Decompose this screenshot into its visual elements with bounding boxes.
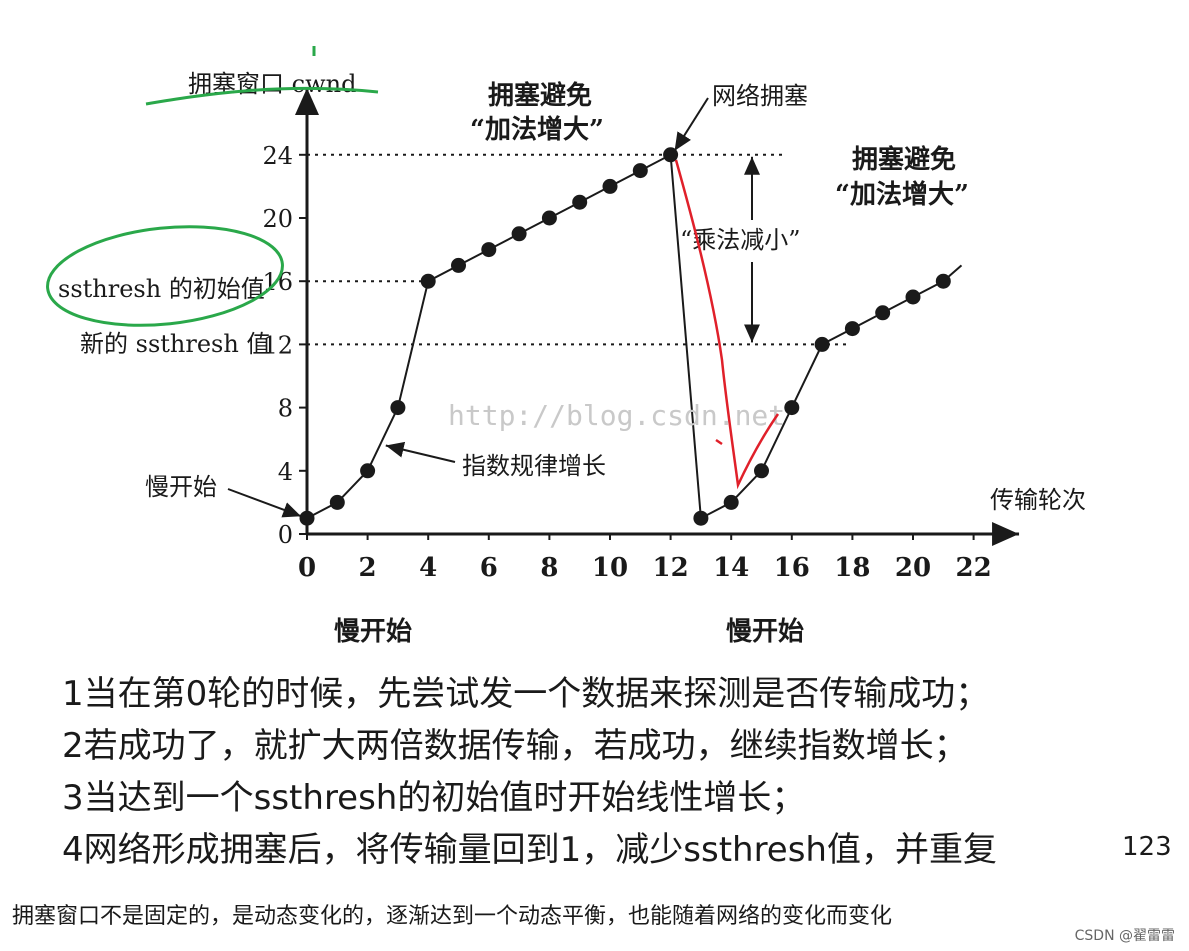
page-number: 123 — [1122, 832, 1172, 862]
x-tick-label: 6 — [480, 553, 498, 583]
avoid-2-subtitle: “加法增大” — [835, 179, 969, 210]
red-check-tail — [715, 438, 723, 446]
watermark: http://blog.csdn.net — [448, 399, 785, 432]
data-point — [784, 400, 800, 416]
new-ssthresh-label: 新的 ssthresh 值 — [80, 330, 270, 358]
data-point — [390, 400, 406, 416]
data-point — [935, 273, 951, 289]
data-point — [481, 242, 497, 258]
series-line — [306, 153, 944, 520]
data-point — [602, 178, 618, 194]
data-point — [693, 510, 709, 526]
x-tick-label: 4 — [419, 553, 437, 583]
congestion-arrow — [673, 97, 709, 152]
explanation-notes: 1当在第0轮的时候，先尝试发一个数据来探测是否传输成功； 2若成功了，就扩大两倍… — [62, 668, 1182, 876]
data-point — [754, 463, 769, 479]
x-tick-label: 22 — [956, 553, 992, 583]
data-point — [329, 494, 345, 510]
data-point — [451, 257, 466, 273]
x-tick-label: 8 — [540, 553, 558, 583]
csdn-credit: CSDN @翟雷雷 — [1074, 928, 1175, 944]
data-point — [814, 336, 830, 352]
slow-start-label: 慢开始 — [145, 473, 217, 501]
data-point — [875, 305, 891, 321]
avoid-1-title: 拥塞避免 — [488, 80, 592, 111]
congestion-label: 网络拥塞 — [712, 82, 808, 110]
data-point — [360, 463, 376, 479]
note-line-1: 1当在第0轮的时候，先尝试发一个数据来探测是否传输成功； — [62, 674, 990, 714]
exponential-arrow — [385, 441, 456, 463]
note-line-4: 4网络形成拥塞后，将传输量回到1，减少ssthresh值，并重复 — [62, 830, 997, 870]
x-tick-label: 18 — [834, 553, 870, 583]
x-tick-label: 10 — [592, 553, 628, 583]
slow-start-phase-label: 慢开始 — [726, 617, 804, 647]
data-point — [511, 226, 527, 242]
data-point — [723, 494, 739, 510]
avoid-2-title: 拥塞避免 — [852, 144, 956, 175]
avoid-1-subtitle: “加法增大” — [470, 114, 604, 145]
x-tick-label: 12 — [653, 553, 689, 583]
y-tick-label: 8 — [278, 395, 293, 423]
data-point — [632, 163, 648, 179]
x-tick-label: 14 — [713, 553, 749, 583]
data-point — [663, 147, 679, 163]
x-tick-label: 2 — [359, 553, 377, 583]
slow-start-arrow — [227, 488, 302, 518]
y-tick-label: 20 — [262, 205, 293, 233]
y-tick-label: 4 — [278, 458, 293, 486]
initial-ssthresh-label: ssthresh 的初始值 — [58, 275, 265, 303]
summary-text: 拥塞窗口不是固定的，是动态变化的，逐渐达到一个动态平衡，也能随着网络的变化而变化 — [12, 904, 893, 929]
red-check-stroke — [674, 159, 780, 490]
data-point — [572, 194, 588, 210]
data-point — [299, 510, 315, 526]
exponential-growth-label: 指数规律增长 — [462, 452, 606, 480]
x-axis-title: 传输轮次 — [990, 486, 1086, 514]
axes — [295, 88, 1020, 546]
data-point — [420, 273, 436, 289]
y-tick-label: 12 — [262, 331, 293, 359]
slow-start-phase-label: 慢开始 — [334, 617, 412, 647]
y-tick-label: 24 — [262, 142, 293, 170]
data-point — [905, 289, 921, 305]
hand-markers — [46, 46, 780, 490]
annotations: http://blog.csdn.net拥塞避免“加法增大”拥塞避免“加法增大”… — [58, 80, 969, 647]
data-series — [299, 147, 963, 526]
green-circle — [46, 225, 284, 327]
x-tick-label: 0 — [298, 553, 316, 583]
x-tick-label: 20 — [895, 553, 931, 583]
green-underline — [145, 86, 379, 106]
note-line-3: 3当达到一个ssthresh的初始值时开始线性增长； — [62, 778, 806, 818]
note-line-2: 2若成功了，就扩大两倍数据传输，若成功，继续指数增长； — [62, 726, 968, 766]
reference-lines — [307, 153, 847, 346]
data-point — [541, 210, 557, 226]
data-point — [844, 321, 860, 337]
x-tick-label: 16 — [774, 553, 810, 583]
y-tick-label: 0 — [278, 521, 293, 549]
